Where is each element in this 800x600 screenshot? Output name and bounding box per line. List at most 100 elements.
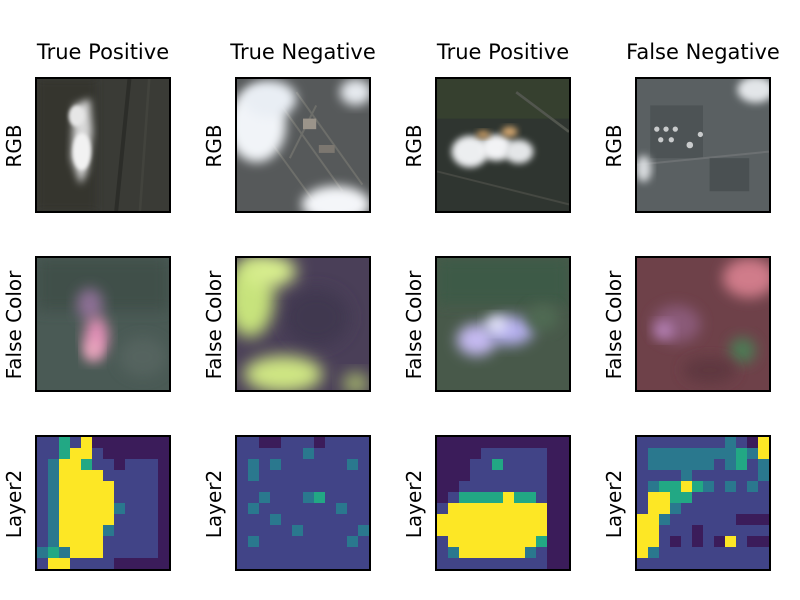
heatmap-cell — [459, 525, 471, 537]
heatmap-cell — [114, 547, 126, 559]
heatmap-cell — [514, 503, 526, 515]
heatmap-cell — [147, 459, 159, 471]
heatmap-cell — [37, 448, 49, 460]
heatmap-cell — [81, 492, 93, 504]
heatmap-cell — [48, 481, 60, 493]
heatmap-cell — [336, 492, 348, 504]
row-label-false-color: False Color — [2, 270, 26, 380]
heatmap-cell — [758, 437, 769, 449]
heatmap-cell — [114, 536, 126, 548]
heatmap-cell — [648, 536, 660, 548]
heatmap-cell — [281, 536, 293, 548]
heatmap-cell — [758, 558, 769, 569]
heatmap-cell — [336, 514, 348, 526]
heatmap-cell — [670, 481, 682, 493]
heatmap-cell — [659, 437, 671, 449]
heatmap-cell — [448, 492, 460, 504]
heatmap-cell — [703, 481, 715, 493]
heatmap-cell — [314, 470, 326, 482]
heatmap-cell — [558, 492, 569, 504]
row-label-layer2: Layer2 — [602, 469, 626, 539]
heatmap-cell — [437, 503, 449, 515]
heatmap-cell — [292, 547, 304, 559]
heatmap-cell — [459, 503, 471, 515]
heatmap-cell — [103, 492, 115, 504]
heatmap-cell — [103, 448, 115, 460]
heatmap-cell — [281, 492, 293, 504]
heatmap-cell — [136, 448, 148, 460]
heatmap-cell — [725, 525, 737, 537]
heatmap-cell — [147, 536, 159, 548]
heatmap-cell — [747, 525, 759, 537]
heatmap-cell — [147, 547, 159, 559]
heatmap-cell — [147, 558, 159, 569]
heatmap-cell — [92, 448, 104, 460]
heatmap-cell — [547, 459, 559, 471]
heatmap-cell — [670, 470, 682, 482]
heatmap-cell — [292, 514, 304, 526]
heatmap-cell — [459, 536, 471, 548]
heatmap-cell — [314, 459, 326, 471]
heatmap-cell — [758, 503, 769, 515]
heatmap-cell — [481, 525, 493, 537]
heatmap-cell — [336, 470, 348, 482]
heatmap-cell — [103, 470, 115, 482]
heatmap-cell — [681, 514, 693, 526]
heatmap-cell — [325, 547, 337, 559]
heatmap-cell — [492, 536, 504, 548]
heatmap-cell — [525, 525, 537, 537]
heatmap-cell — [758, 525, 769, 537]
heatmap-cell — [470, 558, 482, 569]
heatmap-cell — [725, 492, 737, 504]
heatmap-cell — [270, 470, 282, 482]
heatmap-cell — [470, 492, 482, 504]
heatmap-cell — [125, 437, 137, 449]
heatmap-cell — [48, 503, 60, 515]
heatmap-cell — [448, 547, 460, 559]
heatmap-cell — [303, 437, 315, 449]
heatmap-cell — [336, 437, 348, 449]
heatmap-cell — [136, 536, 148, 548]
heatmap-cell — [514, 558, 526, 569]
heatmap-cell — [547, 481, 559, 493]
row-label-false-color: False Color — [202, 270, 226, 380]
heatmap-cell — [358, 437, 369, 449]
heatmap-cell — [637, 558, 649, 569]
heatmap-cell — [270, 437, 282, 449]
heatmap-cell — [547, 547, 559, 559]
heatmap-cell — [259, 437, 271, 449]
heatmap-cell — [325, 492, 337, 504]
heatmap-cell — [525, 492, 537, 504]
heatmap-cell — [536, 503, 548, 515]
heatmap-cell — [492, 492, 504, 504]
heatmap-cell — [158, 437, 169, 449]
heatmap-cell — [536, 514, 548, 526]
heatmap-cell — [292, 481, 304, 493]
heatmap-cell — [547, 437, 559, 449]
row-label-rgb: RGB — [202, 124, 226, 168]
heatmap-cell — [659, 525, 671, 537]
heatmap-cell — [503, 503, 515, 515]
heatmap-cell — [648, 437, 660, 449]
heatmap-cell — [270, 459, 282, 471]
heatmap-cell — [358, 503, 369, 515]
heatmap-cell — [48, 459, 60, 471]
heatmap-cell — [692, 437, 704, 449]
heatmap-cell — [525, 536, 537, 548]
heatmap-cell — [703, 547, 715, 559]
heatmap-cell — [303, 558, 315, 569]
heatmap-cell — [259, 492, 271, 504]
heatmap-cell — [270, 536, 282, 548]
heatmap-cell — [248, 492, 260, 504]
heatmap-cell — [292, 536, 304, 548]
heatmap-cell — [103, 558, 115, 569]
heatmap-cell — [747, 514, 759, 526]
heatmap-cell — [714, 459, 726, 471]
heatmap-cell — [692, 514, 704, 526]
heatmap-cell — [259, 503, 271, 515]
heatmap-cell — [736, 558, 748, 569]
layer2-heatmap-2 — [235, 435, 371, 571]
heatmap-cell — [237, 547, 249, 559]
heatmap-cell — [237, 437, 249, 449]
heatmap-cell — [725, 481, 737, 493]
